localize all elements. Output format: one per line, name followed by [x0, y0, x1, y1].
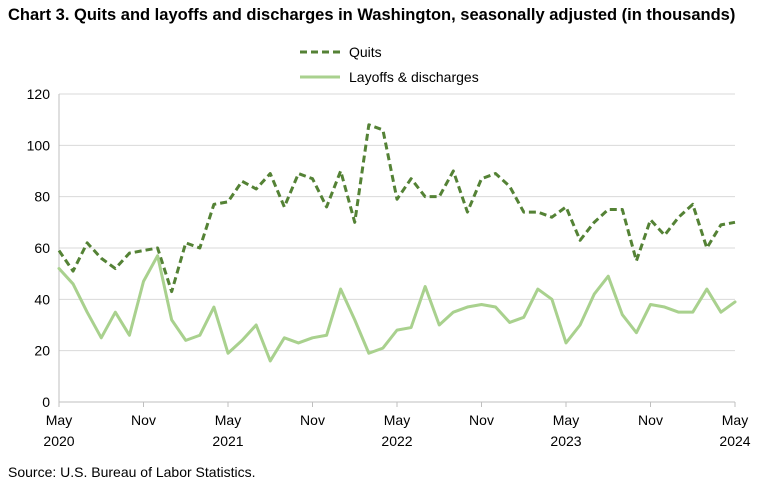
- x-tick-label: Nov: [469, 412, 494, 428]
- source-note: Source: U.S. Bureau of Labor Statistics.: [8, 464, 256, 480]
- legend-label: Layoffs & discharges: [349, 69, 479, 85]
- series-line-quits: [57, 123, 736, 294]
- legend-label: Quits: [349, 44, 382, 60]
- x-tick-label: May: [215, 412, 241, 428]
- x-tick-label: Nov: [638, 412, 663, 428]
- y-tick-label: 20: [34, 343, 50, 359]
- y-tick-label: 100: [27, 137, 51, 153]
- x-tick-year-label: 2023: [550, 433, 581, 449]
- legend: Quits Layoffs & discharges: [300, 44, 479, 85]
- gridlines: [59, 93, 735, 352]
- x-tick-label: Nov: [131, 412, 156, 428]
- axes: [58, 94, 736, 407]
- x-tick-label: May: [384, 412, 410, 428]
- x-tick-year-label: 2024: [719, 433, 750, 449]
- y-tick-labels: 0 20 40 60 80 100 120: [27, 86, 51, 410]
- series-line-layoffs-discharges: [57, 254, 737, 363]
- x-tick-year-label: 2021: [212, 433, 243, 449]
- chart-title: Chart 3. Quits and layoffs and discharge…: [8, 6, 736, 24]
- x-tick-label: May: [46, 412, 72, 428]
- x-tick-year-label: 2022: [381, 433, 412, 449]
- x-tick-label: Nov: [300, 412, 325, 428]
- x-tick-label: May: [553, 412, 579, 428]
- y-tick-label: 120: [27, 86, 51, 102]
- y-tick-label: 0: [42, 394, 50, 410]
- x-tick-year-label: 2020: [43, 433, 74, 449]
- y-tick-label: 40: [34, 291, 50, 307]
- x-tick-labels: May 2020 Nov May 2021 Nov May 2022 Nov May 2023 Nov…: [43, 412, 750, 449]
- x-tick-label: May: [722, 412, 748, 428]
- y-tick-label: 60: [34, 240, 50, 256]
- y-tick-label: 80: [34, 189, 50, 205]
- series-lines: [57, 123, 737, 363]
